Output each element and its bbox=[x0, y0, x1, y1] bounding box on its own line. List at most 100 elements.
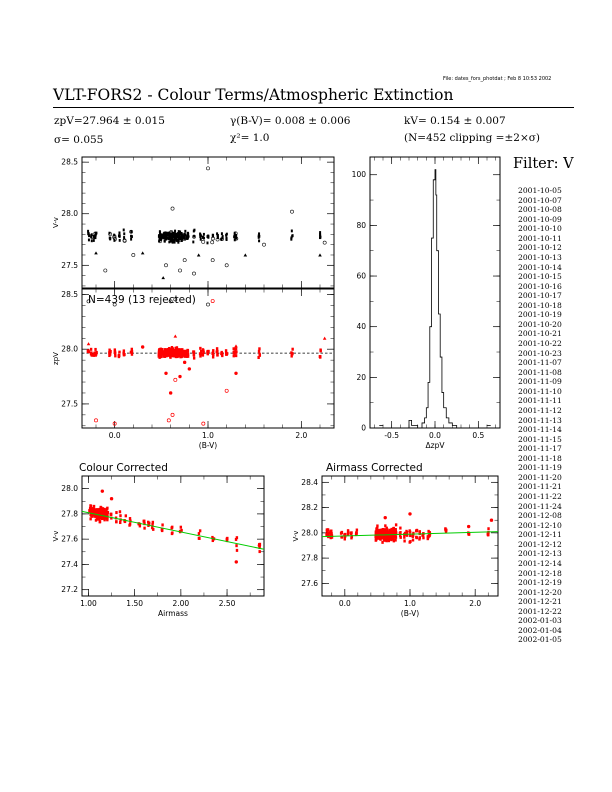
data-point bbox=[162, 354, 165, 358]
outlier-point bbox=[131, 253, 136, 257]
data-point bbox=[89, 347, 93, 351]
data-point bbox=[130, 235, 133, 238]
histogram-frame bbox=[369, 156, 501, 429]
data-point bbox=[216, 353, 219, 357]
data-point bbox=[130, 349, 134, 353]
date-item: 2001-10-13 bbox=[518, 252, 562, 262]
y-tick-label: 28.0 bbox=[61, 209, 78, 218]
data-point bbox=[103, 513, 106, 517]
data-point bbox=[202, 349, 205, 353]
data-point bbox=[143, 526, 146, 530]
data-point bbox=[147, 521, 151, 525]
data-point bbox=[412, 531, 415, 535]
data-point bbox=[257, 543, 262, 548]
data-point bbox=[92, 504, 96, 508]
data-point bbox=[235, 544, 238, 548]
outlier-point bbox=[182, 258, 187, 263]
data-point bbox=[109, 497, 114, 501]
data-point bbox=[235, 233, 238, 237]
data-point bbox=[163, 354, 167, 358]
data-point bbox=[177, 232, 180, 236]
data-point bbox=[160, 349, 163, 353]
data-point bbox=[186, 354, 190, 358]
data-point bbox=[329, 536, 332, 540]
data-point bbox=[258, 232, 261, 236]
data-point bbox=[233, 234, 236, 238]
data-point bbox=[257, 349, 261, 353]
date-item: 2002-01-03 bbox=[518, 616, 562, 626]
data-point bbox=[235, 350, 238, 354]
data-point bbox=[216, 234, 219, 238]
date-item: 2001-12-13 bbox=[518, 549, 562, 559]
data-point bbox=[185, 350, 189, 354]
data-point bbox=[387, 530, 390, 534]
data-point bbox=[143, 519, 146, 523]
data-point bbox=[166, 348, 170, 352]
y-tick-label: 40 bbox=[356, 322, 366, 331]
data-point bbox=[159, 231, 162, 235]
data-point bbox=[220, 237, 223, 241]
data-point bbox=[177, 239, 180, 242]
outlier-point bbox=[290, 209, 294, 214]
data-point bbox=[383, 515, 387, 520]
param-zp: zpV=27.964 ± 0.015 bbox=[54, 115, 165, 127]
x-axis-label: (B-V) bbox=[199, 441, 217, 450]
data-point bbox=[99, 505, 102, 509]
data-point bbox=[158, 355, 161, 359]
data-point bbox=[122, 349, 126, 353]
data-point bbox=[97, 515, 101, 519]
data-point bbox=[88, 507, 92, 511]
data-point bbox=[88, 510, 91, 514]
date-item: 2001-11-14 bbox=[518, 425, 562, 435]
data-point bbox=[415, 536, 419, 540]
data-point bbox=[103, 516, 106, 520]
data-point bbox=[235, 548, 239, 552]
data-point bbox=[403, 535, 406, 539]
triangle-point bbox=[234, 344, 238, 348]
triangle-point bbox=[243, 253, 248, 257]
data-point bbox=[220, 232, 223, 236]
data-point bbox=[226, 536, 229, 540]
data-point bbox=[109, 512, 113, 516]
data-point bbox=[385, 526, 388, 530]
data-point bbox=[234, 560, 238, 564]
data-point bbox=[169, 232, 172, 236]
data-point bbox=[399, 531, 402, 535]
param-k: kV= 0.154 ± 0.007 bbox=[404, 115, 506, 127]
data-point bbox=[392, 530, 395, 534]
outlier-point bbox=[168, 299, 173, 304]
data-point bbox=[197, 532, 201, 536]
data-point bbox=[183, 349, 186, 353]
data-point bbox=[93, 231, 98, 236]
data-point bbox=[103, 511, 107, 515]
data-point bbox=[418, 537, 421, 541]
colour-corrected-panel: 27.2 27.4 27.6 27.8 28.0 1.00 1.50 2.00 2.50 Airm… bbox=[52, 462, 265, 618]
data-point bbox=[159, 353, 163, 357]
date-item: 2001-11-11 bbox=[518, 396, 562, 406]
data-point bbox=[201, 353, 205, 357]
data-point bbox=[225, 539, 229, 543]
data-point bbox=[177, 240, 180, 244]
data-point bbox=[170, 346, 174, 350]
raw-panel: 27.5 28.0 28.5 V-v bbox=[52, 156, 335, 307]
data-point bbox=[394, 528, 397, 532]
outlier-point bbox=[178, 268, 182, 273]
x-tick-label: 0.0 bbox=[339, 599, 351, 608]
data-point bbox=[173, 240, 176, 244]
data-point bbox=[97, 510, 100, 514]
data-point bbox=[383, 528, 386, 532]
data-point bbox=[192, 240, 195, 244]
data-point bbox=[185, 236, 188, 240]
data-point bbox=[143, 522, 146, 526]
outlier-point bbox=[206, 302, 210, 307]
data-point bbox=[181, 235, 184, 239]
data-point bbox=[225, 236, 228, 240]
data-point bbox=[290, 351, 293, 355]
data-point bbox=[319, 234, 322, 238]
data-point bbox=[90, 239, 93, 243]
data-point bbox=[117, 355, 121, 359]
outlier-point bbox=[262, 242, 266, 247]
y-tick-label: 27.8 bbox=[301, 554, 318, 563]
y-tick-label: 27.4 bbox=[61, 560, 78, 569]
date-item: 2001-10-11 bbox=[518, 233, 562, 243]
